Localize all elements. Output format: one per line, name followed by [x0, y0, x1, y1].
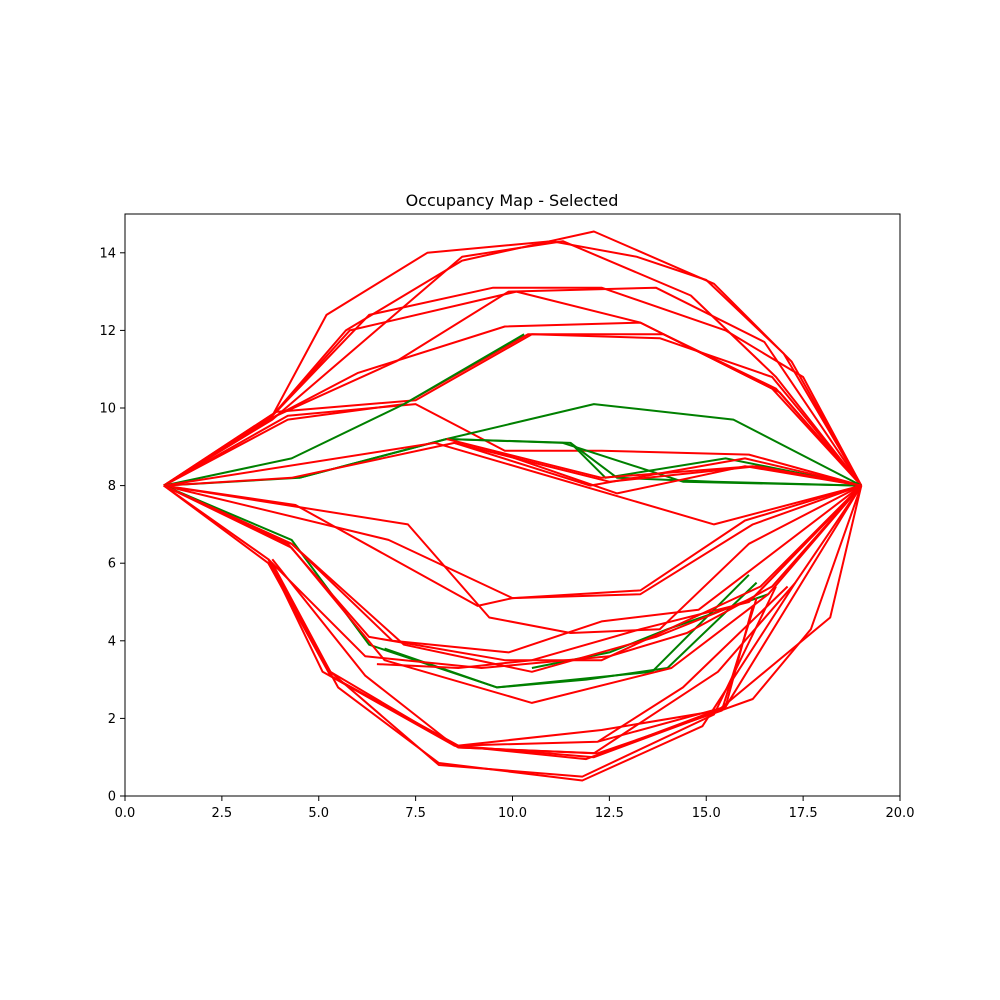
series-path-green-24	[384, 581, 758, 689]
x-tick-label: 5.0	[308, 806, 329, 821]
series-path-red-2	[163, 240, 863, 487]
series-path-red-22	[163, 484, 862, 600]
series-path-red-21	[163, 484, 862, 634]
x-axis: 0.0 2.5 5.0 7.5 10.0 12.5 15.0 17.5 20.0	[115, 796, 915, 821]
series-path-red-40	[597, 585, 789, 743]
x-tick-label: 20.0	[886, 806, 915, 821]
x-tick-label: 15.0	[692, 806, 721, 821]
series-path-green-14	[569, 442, 862, 487]
y-tick-label: 8	[108, 479, 116, 494]
x-tick-label: 10.0	[498, 806, 527, 821]
y-tick-label: 10	[99, 402, 116, 417]
series-path-red-37	[271, 558, 754, 761]
y-tick-label: 14	[99, 246, 116, 261]
series-path-red-8	[163, 333, 863, 487]
y-axis: 0 2 4 6 8 10 12 14	[99, 246, 125, 805]
y-tick-label: 4	[108, 634, 116, 649]
y-tick-label: 6	[108, 557, 116, 572]
x-tick-label: 12.5	[595, 806, 624, 821]
series-path-red-19	[163, 441, 862, 526]
y-tick-label: 2	[108, 712, 116, 727]
plot-lines	[163, 230, 863, 782]
series-path-red-31	[376, 484, 863, 669]
chart-title: Occupancy Map - Selected	[406, 191, 619, 210]
series-path-red-30	[267, 484, 863, 669]
series-path-red-15	[163, 441, 862, 487]
series-path-red-18	[492, 449, 862, 495]
series-path-red-26	[163, 484, 863, 662]
series-path-green-10	[163, 333, 525, 487]
series-path-green-13	[446, 438, 862, 487]
series-path-red-29	[163, 484, 862, 654]
y-tick-label: 12	[99, 324, 116, 339]
y-tick-label: 0	[108, 790, 116, 805]
x-tick-label: 17.5	[789, 806, 818, 821]
series-path-red-38	[458, 485, 863, 747]
x-tick-label: 2.5	[212, 806, 233, 821]
series-path-red-39	[458, 581, 797, 755]
x-tick-label: 7.5	[405, 806, 426, 821]
series-path-red-9	[163, 403, 862, 487]
series-path-red-27	[163, 484, 863, 704]
x-tick-label: 0.0	[115, 806, 136, 821]
